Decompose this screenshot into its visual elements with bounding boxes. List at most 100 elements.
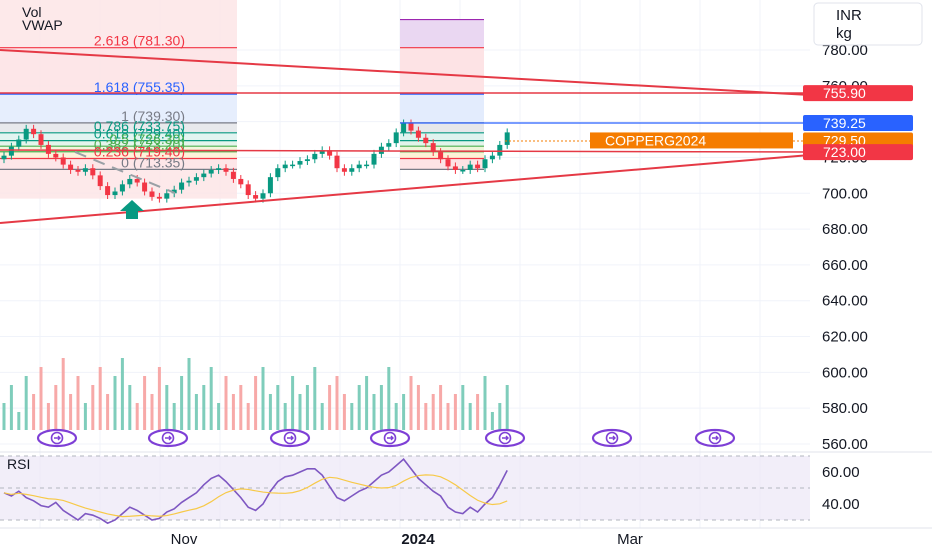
rsi-axis-tick-0: 60.00 xyxy=(822,464,860,481)
volume-bar-65 xyxy=(483,376,487,430)
volume-bar-64 xyxy=(476,394,480,430)
event-icon-5 xyxy=(605,431,619,445)
price-axis-tick-0: 780.00 xyxy=(822,42,868,59)
volume-bar-18 xyxy=(135,403,139,430)
candle-32 xyxy=(238,178,244,185)
volume-bar-7 xyxy=(54,385,58,430)
volume-bar-63 xyxy=(468,403,472,430)
candle-56 xyxy=(415,130,421,138)
volume-bar-52 xyxy=(387,367,391,430)
volume-bar-31 xyxy=(231,394,235,430)
time-axis-label-1: 2024 xyxy=(401,531,435,548)
volume-bar-8 xyxy=(61,358,65,430)
symbol-tag: COPPERG2024 xyxy=(605,132,706,148)
event-icon-0 xyxy=(50,431,64,445)
event-arrow-icon-3 xyxy=(387,435,394,441)
price-axis-tick-11: 560.00 xyxy=(822,436,868,453)
candle-48 xyxy=(356,164,362,169)
volume-bar-44 xyxy=(328,385,332,430)
volume-bar-62 xyxy=(461,385,465,430)
volume-bar-28 xyxy=(209,367,213,430)
candle-46 xyxy=(341,168,347,172)
volume-bar-24 xyxy=(180,376,184,430)
event-arrow-icon-5 xyxy=(609,435,616,441)
candle-47 xyxy=(349,168,355,172)
price-axis: 780.00760.00740.00720.00700.00680.00660.… xyxy=(822,42,868,453)
volume-bar-46 xyxy=(342,394,346,430)
candle-27 xyxy=(201,173,207,178)
candle-62 xyxy=(460,169,466,172)
price-axis-tick-8: 620.00 xyxy=(822,329,868,346)
candle-15 xyxy=(112,191,118,196)
candle-49 xyxy=(364,164,370,167)
event-arrow-icon-1 xyxy=(165,435,172,441)
fib-right-band-4 xyxy=(400,132,484,141)
candle-13 xyxy=(97,175,103,187)
event-arrow-icon-4 xyxy=(502,435,509,441)
volume-bar-1 xyxy=(9,385,13,430)
fib-band-7 xyxy=(0,158,237,170)
fib-band-2 xyxy=(0,122,237,133)
currency-unit-bottom: kg xyxy=(836,25,852,42)
candle-33 xyxy=(245,184,251,196)
price-tag-bg-3 xyxy=(803,144,913,161)
candle-22 xyxy=(164,193,170,199)
volume-bar-50 xyxy=(372,394,376,430)
volume-bar-36 xyxy=(268,394,272,430)
support-line xyxy=(0,149,811,153)
legend-vol: Vol xyxy=(22,4,41,20)
volume-bar-29 xyxy=(217,403,221,430)
time-axis-label-2: Mar xyxy=(617,531,643,548)
currency-unit-box[interactable] xyxy=(813,2,923,46)
legend-rsi: RSI xyxy=(7,456,30,472)
price-axis-tick-6: 660.00 xyxy=(822,257,868,274)
candle-23 xyxy=(171,189,177,194)
candle-54 xyxy=(401,123,407,133)
candle-63 xyxy=(467,164,473,170)
candle-8 xyxy=(60,157,66,165)
volume-bar-60 xyxy=(446,403,450,430)
volume-bar-55 xyxy=(409,376,413,430)
fib-level-label-1: 1.618 (755.35) xyxy=(94,79,185,95)
candle-26 xyxy=(193,177,199,181)
fib-level-label-3: 0.786 (733.75) xyxy=(94,118,185,134)
volume-bar-53 xyxy=(394,403,398,430)
volume-bar-21 xyxy=(157,367,161,430)
event-icons[interactable] xyxy=(36,428,736,448)
candle-60 xyxy=(445,159,451,167)
symbol-tag-bg xyxy=(590,132,793,149)
fib-right-band-2 xyxy=(400,94,484,123)
candle-61 xyxy=(452,166,458,170)
trendline-upper xyxy=(0,49,811,96)
volume-bar-4 xyxy=(32,394,36,430)
volume-bar-49 xyxy=(365,376,369,430)
volume-bar-2 xyxy=(17,412,21,430)
volume-bar-25 xyxy=(187,358,191,430)
candle-45 xyxy=(334,155,340,169)
candle-0 xyxy=(1,155,7,160)
event-arrow-icon-2 xyxy=(287,435,294,441)
volume-bar-68 xyxy=(505,385,509,430)
candle-64 xyxy=(475,164,481,169)
time-axis-label-0: Nov xyxy=(171,531,198,548)
candle-30 xyxy=(223,168,229,172)
fib-right-band-8 xyxy=(400,158,484,170)
fib-level-label-7: 0.236 (719.40) xyxy=(94,144,185,160)
volume-bar-51 xyxy=(379,385,383,430)
event-icon-4 xyxy=(498,431,512,445)
dashed-drawing xyxy=(74,151,176,194)
candle-38 xyxy=(282,164,288,169)
candle-21 xyxy=(156,196,162,199)
candle-18 xyxy=(134,178,140,183)
event-arrow-icon-6 xyxy=(712,435,719,441)
volume-bar-22 xyxy=(165,385,169,430)
candle-1 xyxy=(8,146,14,156)
up-arrow-icon xyxy=(120,200,144,219)
fib-band-bottom xyxy=(0,169,237,199)
volume-bar-58 xyxy=(431,394,435,430)
candle-3 xyxy=(23,128,29,140)
fib-right-band-3 xyxy=(400,122,484,133)
rsi-axis-tick-1: 40.00 xyxy=(822,496,860,513)
